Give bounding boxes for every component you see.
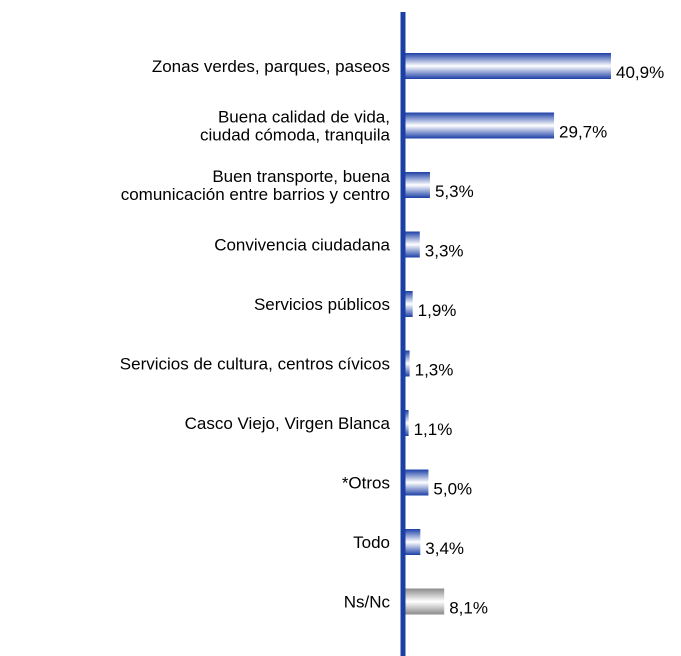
bar xyxy=(403,112,555,139)
value-label: 3,4% xyxy=(425,539,464,558)
bar xyxy=(403,529,421,555)
value-label: 1,9% xyxy=(418,301,457,320)
bar xyxy=(403,172,430,198)
value-label: 5,3% xyxy=(435,182,474,201)
bar xyxy=(403,350,410,377)
value-label: 1,3% xyxy=(415,361,454,380)
category-label: Buen transporte, buena comunicación entre… xyxy=(121,167,391,204)
bar xyxy=(403,469,429,496)
bar xyxy=(403,588,445,615)
value-label: 40,9% xyxy=(616,63,664,82)
value-label: 5,0% xyxy=(433,480,472,499)
category-label: Ns/Nc xyxy=(344,593,391,612)
category-label: Casco Viejo, Virgen Blanca xyxy=(185,414,391,433)
value-label: 8,1% xyxy=(449,599,488,618)
category-label: Zonas verdes, parques, paseos xyxy=(152,57,390,76)
category-label: Servicios públicos xyxy=(254,295,390,314)
category-label: Servicios de cultura, centros cívicos xyxy=(120,355,390,374)
category-label: Convivencia ciudadana xyxy=(214,236,390,255)
category-label: Buena calidad de vida, ciudad cómoda, tra… xyxy=(200,108,391,145)
value-label: 29,7% xyxy=(559,123,607,142)
value-label: 3,3% xyxy=(425,242,464,261)
value-label: 1,1% xyxy=(414,420,453,439)
bar xyxy=(403,231,420,258)
category-label: Todo xyxy=(353,533,390,552)
bar xyxy=(403,291,413,317)
bar xyxy=(403,53,611,79)
category-label: *Otros xyxy=(342,474,390,493)
bar xyxy=(403,410,409,436)
